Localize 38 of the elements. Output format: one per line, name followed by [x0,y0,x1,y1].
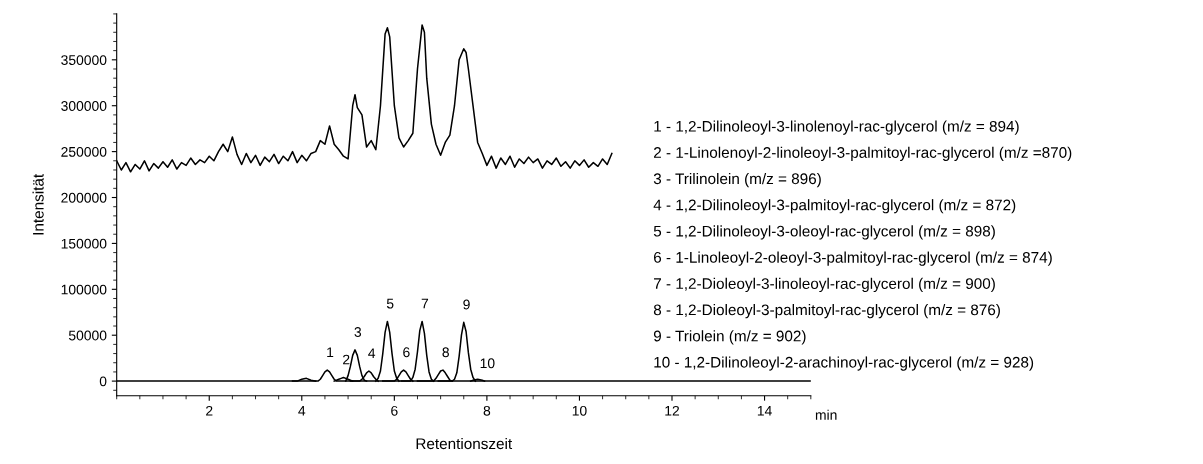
annotation: 9 [463,299,470,310]
annotation: 8 [442,347,449,358]
y-tick-label: 150000 [61,238,107,249]
y-tick-label: 350000 [61,55,107,65]
x-tick-label: 2 [206,405,213,416]
annotation: 10 [480,358,495,369]
x-tick-label: 8 [483,405,491,416]
annotation: 7 [421,298,429,309]
x-tick-label: 4 [298,406,306,416]
x-tick-label: 10 [572,405,587,416]
annotation: 2 [343,354,350,365]
annotation: 7 - 1,2-Dioleoyl-3-linoleoyl-rac-glycerol (m/z = 900) [654,277,995,293]
y-tick-label: 250000 [61,146,107,157]
annotation: 5 - 1,2-Dilinoleoyl-3-oleoyl-rac-glycerol (m/z = 898) [653,225,995,240]
y-tick-label: 100000 [61,284,107,295]
annotation: 4 [368,348,376,358]
annotation: 4 - 1,2-Dilinoleoyl-3-palmitoyl-rac-glycerol (m/z = 872) [653,199,1016,214]
y-axis-title: Intensität [32,173,44,235]
annotation: 3 - Trilinolein (m/z = 896) [653,172,821,188]
annotation: 6 [403,347,410,358]
annotation: 6 - 1-Linoleoyl-2-oleoyl-3-palmitoyl-rac-glycerol (m/z = 874) [654,251,1052,266]
x-tick-label: 6 [391,405,398,416]
annotation: 1 - 1,2-Dilinoleoyl-3-linolenoyl-rac-glycerol (m/z = 894) [654,120,1019,135]
annotation: 5 [386,298,394,309]
x-axis-title: Retentionszeit [416,437,513,450]
annotation: 3 [354,327,362,337]
y-tick-label: 300000 [61,101,107,111]
x-tick-label: 12 [665,405,680,416]
x-tick-label: 14 [757,406,772,416]
y-tick-label: 200000 [61,192,107,203]
annotation: 2 - 1-Linolenoyl-2-linoleoyl-3-palmitoyl-rac-glycerol (m/z =870) [654,146,1072,161]
annotation: 9 - Triolein (m/z = 902) [653,330,806,345]
annotation: 10 - 1,2-Dilinoleoyl-2-arachinoyl-rac-glycerol (m/z = 928) [654,356,1034,371]
y-tick-label: 0 [99,376,107,387]
annotation: 8 - 1,2-Dioleoyl-3-palmitoyl-rac-glycerol (m/z = 876) [653,303,1000,319]
annotation: 1 [327,347,334,358]
text: min [815,409,837,420]
y-tick-label: 50000 [68,330,107,341]
